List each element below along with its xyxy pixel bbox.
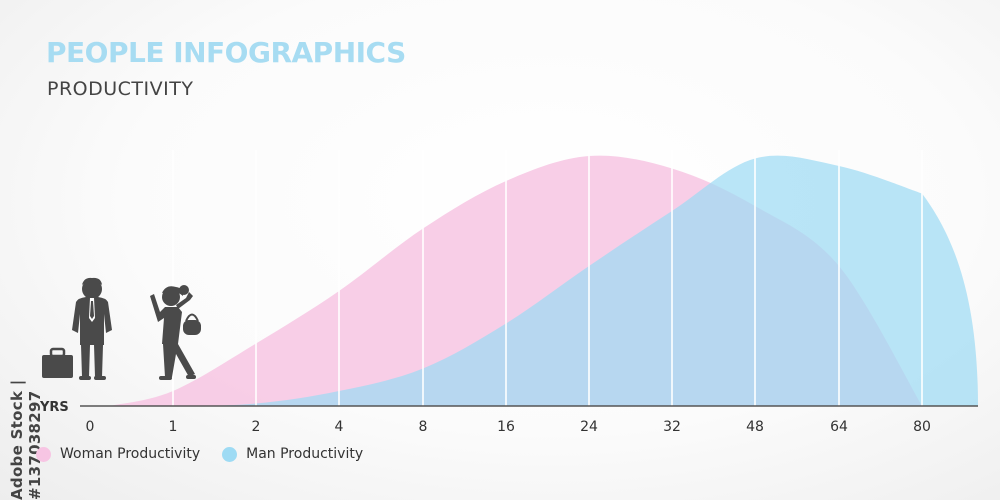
x-tick-label: 32 [663,419,681,435]
x-tick-label: 24 [580,419,598,435]
page-title: PEOPLE INFOGRAPHICS [46,36,406,69]
man-productivity-area [110,155,978,407]
legend-swatch-woman [36,446,51,462]
page-subtitle: PRODUCTIVITY [47,78,194,100]
x-tick-labels: 0 1 2 4 8 16 24 32 48 64 80 [86,419,931,435]
x-tick-label: 80 [913,419,931,435]
legend-label-man: Man Productivity [246,446,364,462]
chart-legend: Woman Productivity Man Productivity [36,446,363,462]
chart-areas [110,155,978,407]
x-tick-label: 2 [252,419,261,435]
x-tick-label: 48 [746,419,764,435]
x-tick-label: 64 [830,419,848,435]
legend-swatch-man [222,446,238,462]
chart-gridlines [172,150,923,406]
x-tick-label: 16 [497,419,515,435]
x-tick-label: 4 [335,419,344,435]
x-tick-label: 0 [86,419,95,435]
legend-label-woman: Woman Productivity [60,446,201,462]
legend-item-woman: Woman Productivity [36,446,200,462]
businesswoman-icon [150,285,201,380]
x-tick-label: 8 [419,419,428,435]
x-axis-label: YRS [39,400,69,415]
briefcase-icon [42,347,73,378]
legend-item-man: Man Productivity [222,446,363,462]
x-tick-label: 1 [169,419,178,435]
businessman-icon [72,277,112,380]
